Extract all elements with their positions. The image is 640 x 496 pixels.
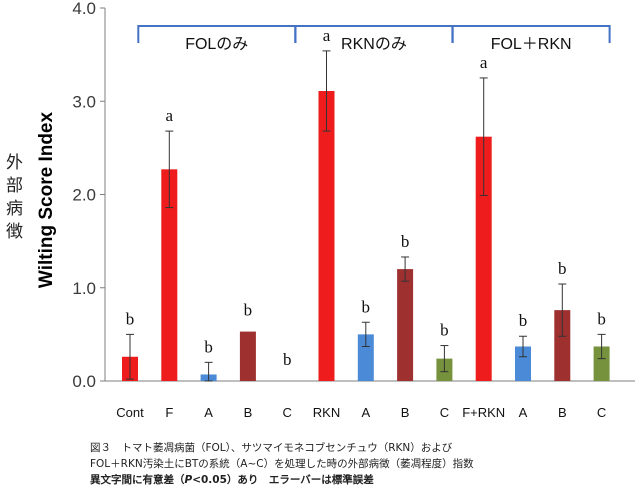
caption-p-symbol: P [184, 474, 193, 486]
figure-caption: 図３ トマト萎凋病菌（FOL）、サツマイモネコブセンチュウ（RKN）および [90, 440, 452, 455]
x-category-label: B [558, 405, 567, 420]
significance-letter: b [283, 350, 292, 369]
bar [318, 90, 335, 382]
y-axis-label-jp-char: 部 [6, 176, 23, 196]
figure-caption-3: 異文字間に有意差（P<0.05）あり エラーバーは標準誤差 [90, 472, 374, 487]
bar [475, 136, 492, 381]
group-label: FOL＋RKN [491, 36, 572, 53]
bar [239, 331, 256, 381]
group-brackets: FOLのみ RKNのみ FOL＋RKN [137, 25, 611, 53]
bars [122, 90, 610, 382]
significance-letter: a [480, 53, 488, 72]
x-category-label: A [361, 405, 370, 420]
y-axis-label-jp-char: 徴 [6, 222, 23, 242]
bar [554, 310, 571, 381]
caption-line-3a: 異文字間に有意差（ [90, 474, 185, 486]
error-bars [126, 50, 606, 382]
x-category-label: C [440, 405, 449, 420]
bar [593, 346, 610, 381]
caption-line-2: FOL＋RKN汚染土にBTの系統（A~C）を処理した時の外部病徴（萎凋程度）指数 [90, 458, 474, 470]
significance-letter: a [323, 26, 331, 45]
significance-letter: b [519, 311, 528, 330]
x-category-label: A [519, 405, 528, 420]
x-category-label: C [597, 405, 606, 420]
x-category-label: F+RKN [462, 405, 505, 420]
significance-letter: b [401, 232, 410, 251]
x-category-label: F [165, 405, 173, 420]
y-axis-label: Wilting Score Index [36, 112, 57, 289]
bar [397, 269, 414, 381]
x-category-label: RKN [313, 405, 340, 420]
significance-letter: b [204, 337, 213, 356]
y-tick-labels: 0.0 1.0 2.0 3.0 4.0 [72, 0, 105, 391]
significance-letter: b [362, 297, 371, 316]
group-bracket [451, 25, 611, 43]
caption-line-1: 図３ トマト萎凋病菌（FOL）、サツマイモネコブセンチュウ（RKN）および [90, 442, 453, 454]
bar [515, 346, 531, 381]
x-category-label: B [401, 405, 410, 420]
y-tick-label: 3.0 [72, 92, 96, 111]
y-tick-label: 2.0 [72, 186, 96, 205]
x-category-label: C [283, 405, 292, 420]
significance-letter: b [126, 309, 135, 328]
x-category-label: A [204, 405, 213, 420]
significance-letter: b [597, 309, 606, 328]
y-tick-label: 4.0 [72, 0, 96, 18]
y-axis-label-jp-char: 外 [6, 153, 23, 173]
group-label: RKNのみ [341, 36, 407, 53]
x-category-labels: Cont F A B C RKN A B C F+RKN A B C [116, 405, 606, 420]
y-axis-label-jp-char: 病 [6, 199, 23, 219]
bar-chart: 0.0 1.0 2.0 3.0 4.0 b a b b b a b b b a b b b Cont F A B C RK… [36, 0, 635, 420]
y-tick-label: 0.0 [72, 372, 96, 391]
significance-letter: b [440, 321, 449, 340]
significance-letter: b [558, 259, 567, 278]
bar [161, 169, 178, 381]
x-category-label: Cont [116, 405, 144, 420]
caption-line-3b: <0.05）あり エラーバーは標準誤差 [192, 474, 374, 486]
significance-letter: b [244, 301, 253, 320]
figure-caption-2: FOL＋RKN汚染土にBTの系統（A~C）を処理した時の外部病徴（萎凋程度）指数 [90, 456, 474, 471]
y-tick-label: 1.0 [72, 279, 96, 298]
x-category-label: B [244, 405, 253, 420]
group-label: FOLのみ [185, 36, 248, 53]
significance-letters: b a b b b a b b b a b b b [126, 26, 606, 369]
significance-letter: a [166, 106, 174, 125]
